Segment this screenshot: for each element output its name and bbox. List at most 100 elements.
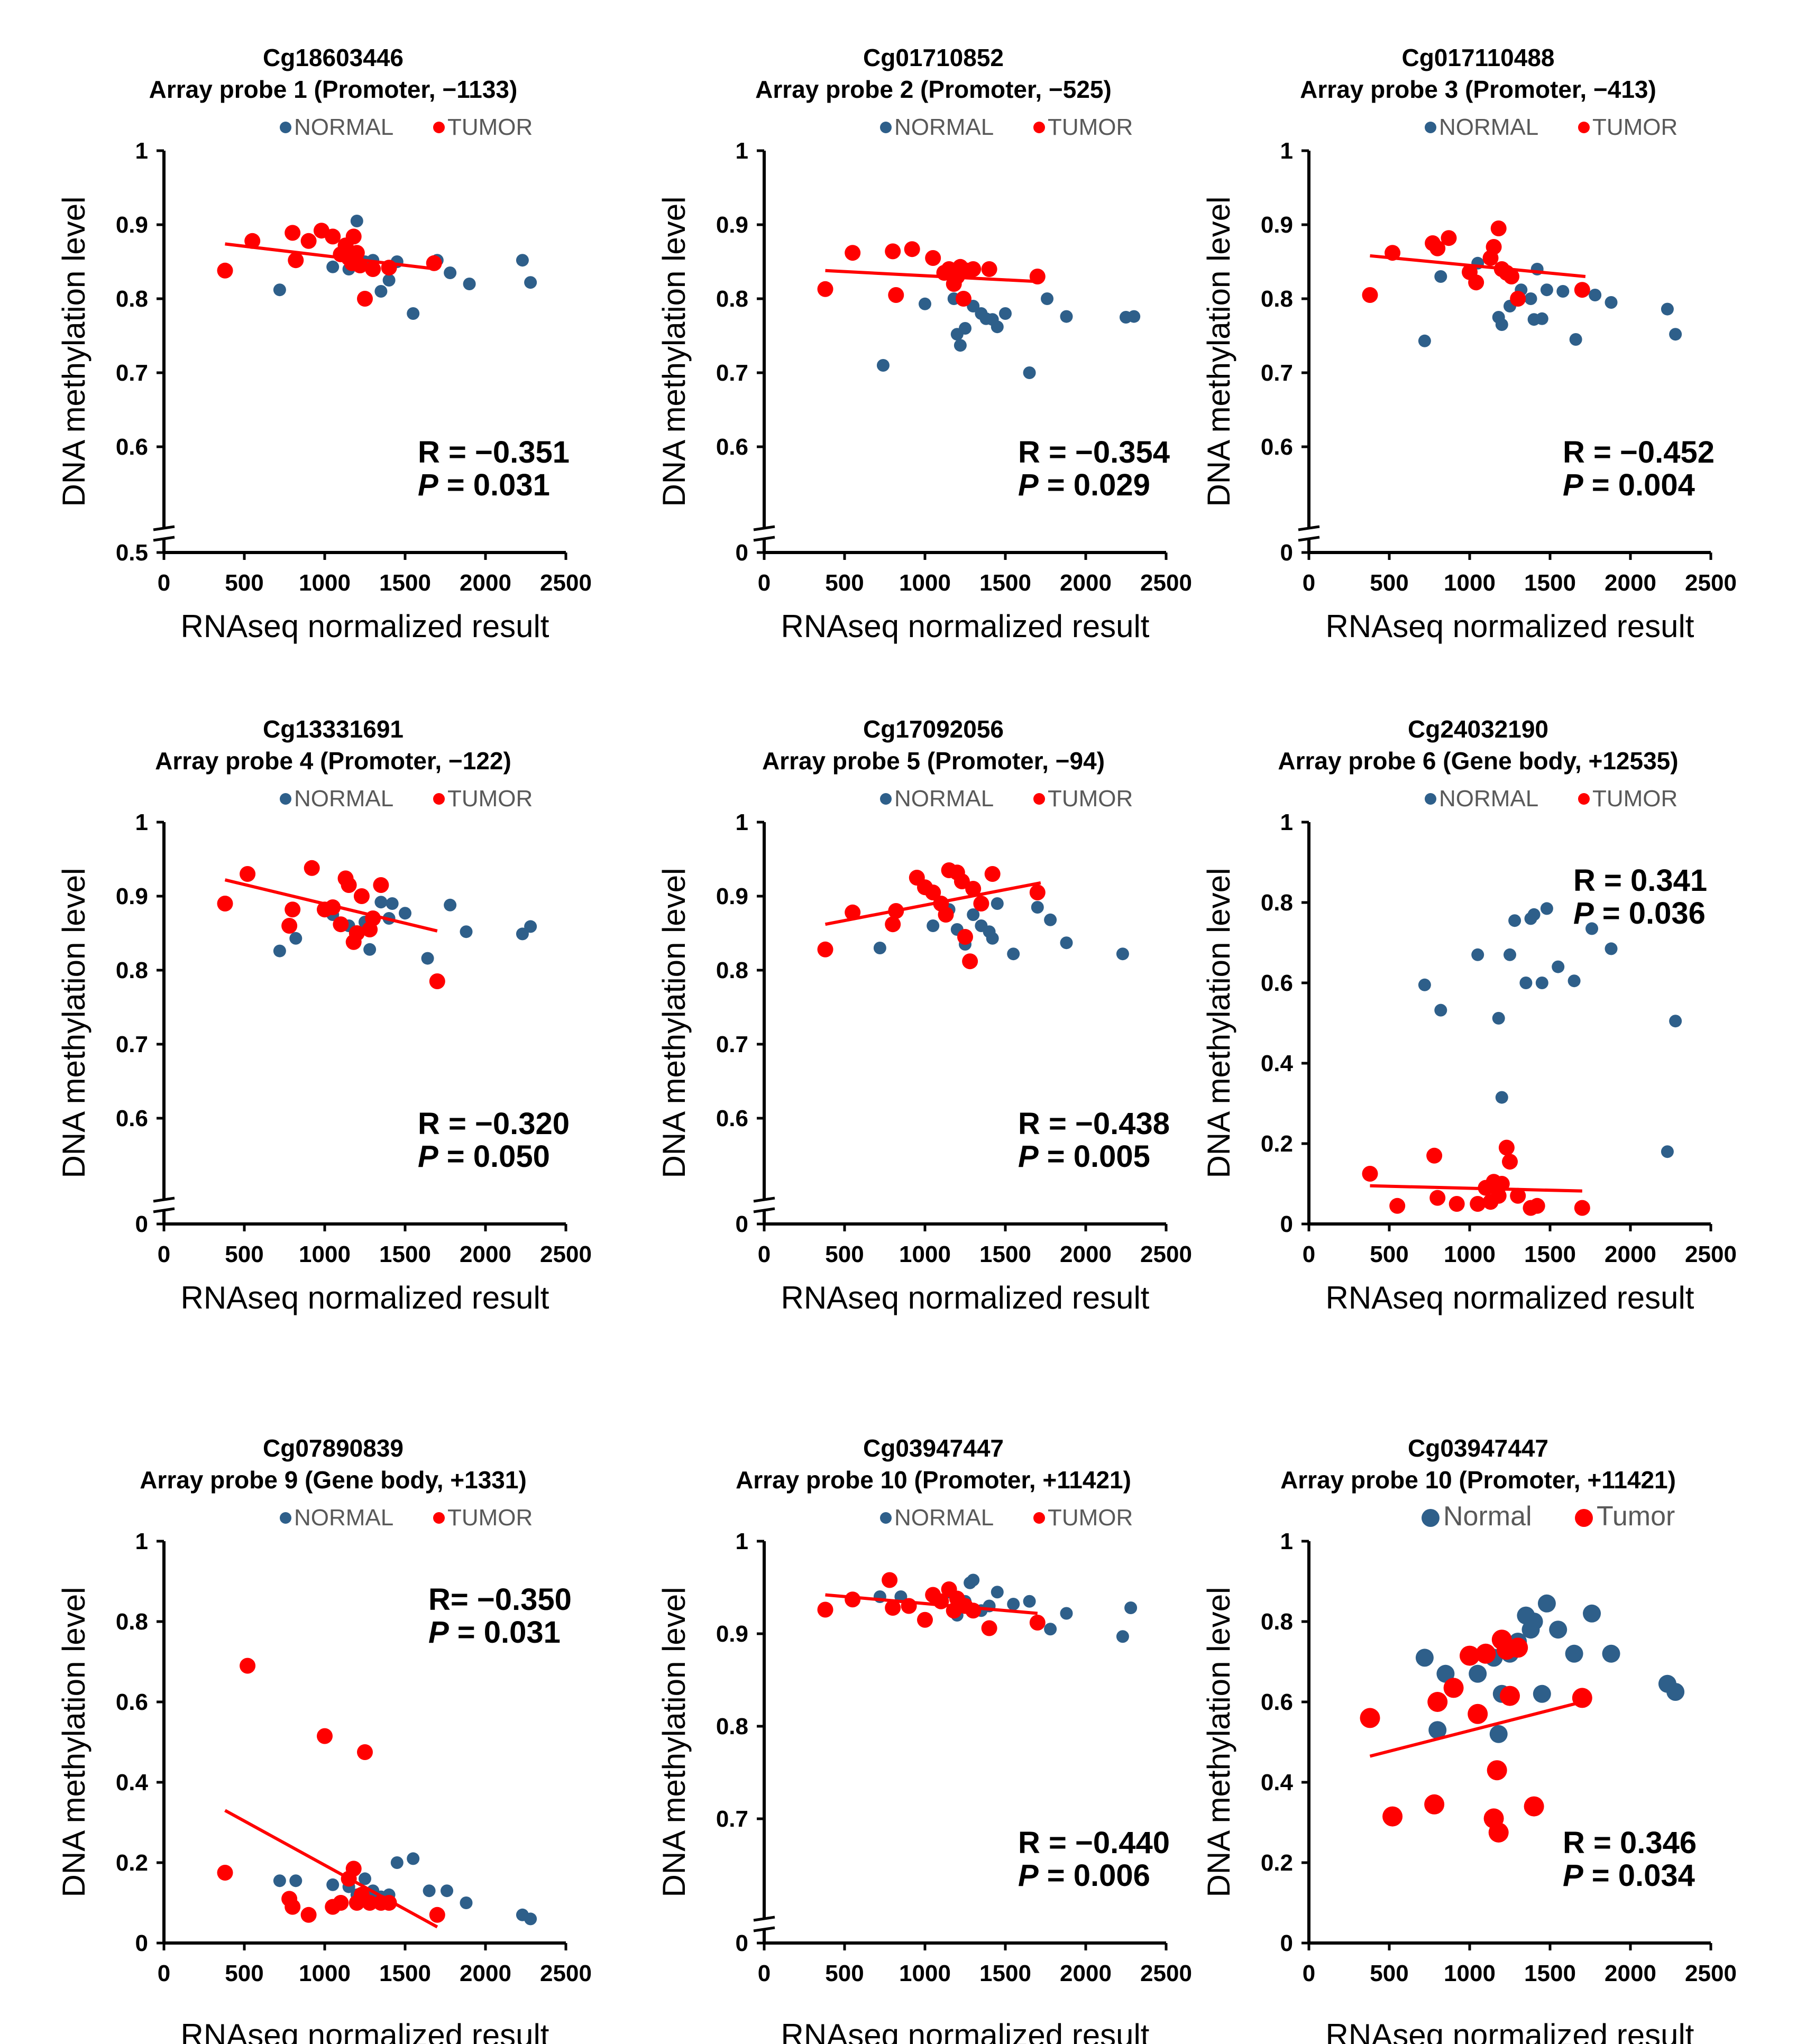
- axis-break-mark: [753, 536, 775, 542]
- normal-point: [326, 260, 340, 273]
- tumor-point: [917, 1612, 933, 1628]
- tumor-point: [1362, 287, 1378, 303]
- normal-point: [1661, 1145, 1674, 1158]
- y-tick-label: 0.6: [1261, 970, 1293, 996]
- normal-point: [1508, 914, 1521, 927]
- axis-break-mark: [753, 1207, 775, 1213]
- y-tick-label: 0.9: [1261, 212, 1293, 238]
- y-tick-label: 0.8: [1261, 286, 1293, 312]
- tumor-point: [955, 291, 971, 307]
- p-label: P: [1018, 1858, 1039, 1893]
- p-value: P = 0.050: [418, 1139, 550, 1174]
- y-tick-label: 1: [1280, 1529, 1293, 1554]
- legend-normal-marker: [280, 1512, 291, 1524]
- axis-break-mark: [153, 536, 175, 542]
- tumor-point: [240, 1658, 256, 1674]
- normal-point: [374, 285, 388, 298]
- chart-title: Array probe 1 (Promoter, −1133): [149, 76, 518, 103]
- legend-normal-marker: [880, 1512, 892, 1524]
- panel-6: Cg24032190 Array probe 6 (Gene body, +125…: [1201, 715, 1737, 1315]
- axis-break-gap: [756, 1919, 773, 1930]
- p-number: = 0.050: [438, 1139, 550, 1174]
- probe-id: Cg18603446: [263, 44, 404, 71]
- x-tick-label: 1000: [1444, 1241, 1496, 1267]
- legend-normal-marker: [280, 793, 291, 805]
- p-value: P = 0.029: [1018, 468, 1150, 502]
- tumor-point: [845, 904, 861, 920]
- y-tick-label: 1: [135, 1529, 148, 1554]
- panel-1: Cg18603446 Array probe 1 (Promoter, −1133…: [56, 44, 592, 644]
- normal-point: [1549, 1621, 1568, 1639]
- tumor-point: [300, 1907, 317, 1923]
- y-tick-label: 0.4: [116, 1770, 149, 1796]
- normal-point: [421, 952, 434, 965]
- normal-point: [1418, 334, 1431, 347]
- x-tick-label: 500: [1370, 570, 1408, 596]
- tumor-point: [885, 1600, 901, 1616]
- x-tick-label: 1000: [1444, 570, 1496, 596]
- y-tick-label: 0.7: [716, 1806, 748, 1832]
- y-tick-label: 0.2: [1261, 1850, 1293, 1876]
- x-tick-label: 500: [225, 1960, 263, 1986]
- y-tick-label: 0.8: [116, 957, 148, 983]
- x-axis-label: RNAseq normalized result: [181, 609, 549, 644]
- normal-point: [273, 944, 286, 957]
- normal-point: [1124, 1601, 1138, 1614]
- normal-point: [326, 1878, 340, 1891]
- normal-point: [1552, 960, 1565, 973]
- x-tick-label: 2500: [1140, 1241, 1192, 1267]
- x-tick-label: 1500: [1524, 570, 1576, 596]
- legend-normal-label: NORMAL: [1439, 786, 1538, 812]
- panel-8: Cg03947447 Array probe 10 (Promoter, +114…: [656, 1434, 1192, 2044]
- y-axis-label: DNA methylation level: [56, 868, 91, 1178]
- normal-point: [1568, 974, 1581, 988]
- tumor-point: [1502, 1154, 1518, 1170]
- normal-point: [1116, 1630, 1129, 1643]
- normal-point: [1585, 922, 1599, 935]
- tumor-point: [1029, 885, 1046, 900]
- y-axis-label: DNA methylation level: [1201, 1587, 1236, 1898]
- y-tick-label: 0.8: [716, 286, 748, 312]
- x-tick-label: 1500: [379, 1241, 431, 1267]
- p-value: P = 0.004: [1563, 468, 1695, 502]
- tumor-point: [1426, 1147, 1443, 1164]
- tumor-point: [1488, 1822, 1509, 1843]
- panel-4: Cg13331691 Array probe 4 (Promoter, −122)…: [56, 715, 592, 1315]
- legend-normal-marker: [880, 122, 892, 133]
- tumor-point: [817, 1601, 833, 1618]
- normal-point: [1128, 310, 1141, 323]
- panel-2: Cg01710852 Array probe 2 (Promoter, −525)…: [656, 44, 1192, 644]
- y-tick-label: 0: [736, 1930, 748, 1956]
- normal-point: [1556, 285, 1570, 298]
- probe-id: Cg17092056: [863, 715, 1004, 743]
- x-axis-label: RNAseq normalized result: [181, 2018, 549, 2044]
- tumor-point: [904, 241, 920, 257]
- tumor-point: [973, 896, 989, 911]
- tumor-point: [349, 925, 365, 941]
- probe-id: Cg24032190: [1408, 715, 1548, 743]
- normal-point: [460, 1896, 473, 1909]
- tumor-point: [285, 225, 301, 241]
- normal-point: [1418, 978, 1431, 991]
- r-value: R = −0.438: [1018, 1107, 1170, 1141]
- x-tick-label: 1500: [1524, 1960, 1576, 1986]
- tumor-point: [1498, 1139, 1515, 1156]
- x-axis-label: RNAseq normalized result: [1326, 1280, 1694, 1315]
- normal-point: [350, 215, 363, 227]
- x-tick-label: 2500: [540, 570, 592, 596]
- chart-title: Array probe 2 (Promoter, −525): [755, 76, 1112, 103]
- p-number: = 0.034: [1583, 1858, 1695, 1893]
- x-tick-label: 2000: [1060, 570, 1112, 596]
- normal-point: [1436, 1664, 1455, 1683]
- x-tick-label: 1500: [979, 570, 1031, 596]
- tumor-point: [304, 860, 320, 876]
- tumor-point: [1427, 1692, 1448, 1712]
- normal-point: [273, 283, 286, 297]
- probe-id: Cg01710852: [863, 44, 1004, 71]
- legend-normal-marker: [280, 122, 291, 133]
- x-tick-label: 500: [1370, 1241, 1408, 1267]
- tumor-point: [1490, 220, 1507, 236]
- normal-point: [460, 925, 473, 938]
- p-number: = 0.029: [1039, 468, 1150, 502]
- y-tick-label: 0.2: [116, 1850, 148, 1876]
